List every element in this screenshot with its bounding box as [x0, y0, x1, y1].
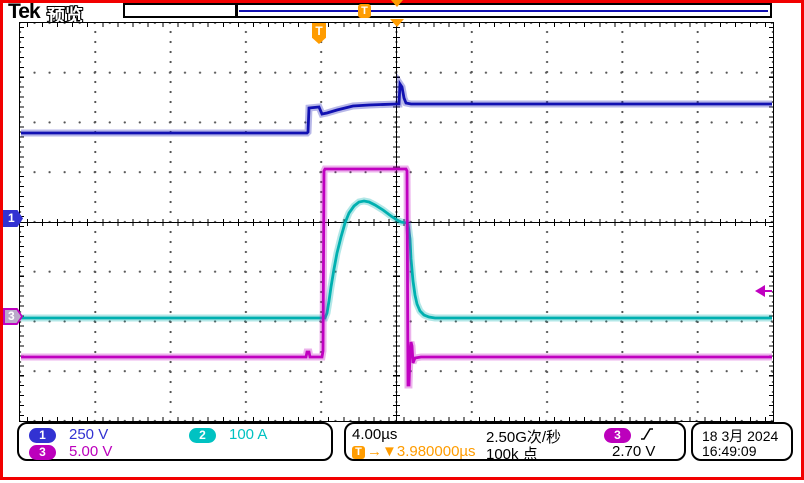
ch1-badge: 1 [29, 428, 56, 443]
record-view-bar: T [123, 3, 772, 18]
expansion-point-marker-icon [390, 19, 404, 27]
trigger-level-arrow-icon [755, 285, 772, 297]
ch1-scale-readout: 250 V [69, 426, 109, 443]
waveform-layer [21, 73, 772, 389]
ch1-trace [21, 73, 772, 137]
record-divider [235, 5, 238, 16]
timebase-readout: 4.00µs [352, 426, 398, 443]
acquisition-status: 预览 [47, 6, 83, 26]
ch3-marker-fill [5, 310, 21, 323]
ch3-scale-readout: 5.00 V [69, 443, 113, 460]
date-readout: 18 3月 2024 [702, 428, 779, 444]
trigger-position-flag-icon: T [312, 23, 326, 44]
delay-trigger-badge: T [352, 446, 365, 459]
ch3-badge: 3 [29, 445, 56, 460]
graticule [19, 22, 774, 422]
ch3-marker-label: 3 [8, 309, 15, 323]
trigger-source-badge: 3 [604, 428, 631, 443]
trigger-level-readout: 2.70 V [612, 443, 656, 460]
record-trigger-badge: T [358, 4, 371, 18]
tek-logo: Tek [8, 0, 41, 23]
ch3-trace [21, 167, 772, 387]
ch2-badge: 2 [189, 428, 216, 443]
datetime-panel: 18 3月 2024 16:49:09 [691, 422, 793, 461]
ch1-marker-label: 1 [8, 211, 15, 225]
time-readout: 16:49:09 [702, 443, 757, 459]
trigger-flag-label: T [315, 24, 323, 38]
ch2-scale-readout: 100 A [229, 426, 268, 443]
ch1-position-marker: 1 [3, 210, 23, 227]
ch3-position-marker: 3 [3, 308, 23, 325]
channel-readout-panel: 1 250 V 2 100 A 3 5.00 V [17, 422, 333, 461]
ch1-trace [21, 79, 772, 135]
center-vertical-axis [396, 23, 397, 421]
record-length-readout: 100k 点 [486, 446, 538, 463]
ch3-trace [21, 165, 772, 389]
delay-readout: →▼3.980000µs [367, 443, 476, 460]
record-position-marker-icon [391, 0, 403, 7]
record-waveform-line [239, 10, 768, 12]
horizontal-trigger-panel: 4.00µs 2.50G次/秒 3 T →▼3.980000µs 100k 点 … [344, 422, 686, 463]
ch2-trace [21, 199, 772, 320]
sample-rate-readout: 2.50G次/秒 [486, 429, 562, 446]
rising-edge-icon [641, 428, 653, 440]
